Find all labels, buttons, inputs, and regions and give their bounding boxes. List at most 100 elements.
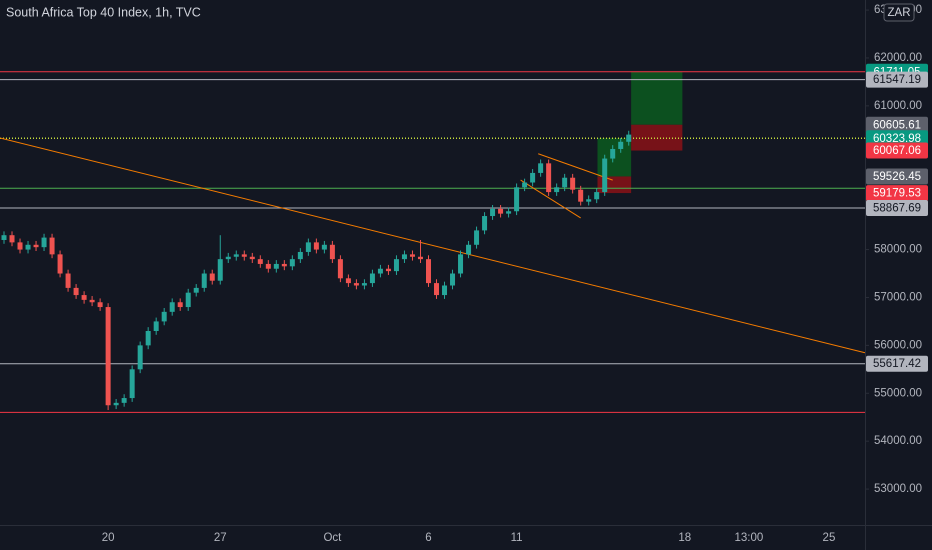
candle-body xyxy=(241,254,247,257)
candle-body xyxy=(297,251,303,260)
candle-body xyxy=(209,273,215,281)
candle-body xyxy=(129,369,135,399)
candle-body xyxy=(313,242,319,250)
price-badge-label: 60323.98 xyxy=(873,133,921,145)
candle-body xyxy=(450,273,456,286)
chart-title: South Africa Top 40 Index, 1h, TVC xyxy=(6,5,201,19)
candle-body xyxy=(249,256,255,260)
candle-body xyxy=(9,235,15,243)
x-tick-label: Oct xyxy=(323,532,342,544)
candle-body xyxy=(33,244,39,248)
candle-body xyxy=(225,256,231,260)
candle-body xyxy=(377,268,383,274)
candle-body xyxy=(273,263,279,269)
candle-body xyxy=(265,263,271,269)
price-badge-label: 60605.61 xyxy=(873,119,921,131)
candle-body xyxy=(89,299,95,303)
price-badge xyxy=(866,130,928,147)
candle-body xyxy=(193,287,199,293)
candle-body xyxy=(169,302,175,312)
candle-body xyxy=(538,163,544,173)
candle-body xyxy=(329,244,335,260)
candle-body xyxy=(217,259,223,281)
price-badge-label: 61547.19 xyxy=(873,74,921,86)
candle-body xyxy=(369,273,375,284)
candle-body xyxy=(618,141,624,149)
candle-body xyxy=(417,256,423,260)
candle-body xyxy=(626,134,632,142)
price-badge-label: 59526.45 xyxy=(873,171,921,183)
candle-body xyxy=(25,244,31,250)
candle-body xyxy=(602,158,608,193)
candle-body xyxy=(49,237,55,255)
candle-body xyxy=(281,263,287,267)
candle-body xyxy=(97,302,103,308)
price-badge-label: 59179.53 xyxy=(873,188,921,200)
price-badge-label: 60067.06 xyxy=(873,145,921,157)
candle-body xyxy=(506,211,512,214)
candle-body xyxy=(361,283,367,286)
price-badge xyxy=(866,116,928,133)
candle-body xyxy=(522,182,528,188)
candle-body xyxy=(482,216,488,231)
y-tick-label: 55000.00 xyxy=(874,387,922,399)
candle-body xyxy=(41,237,47,248)
target-zone xyxy=(631,71,683,125)
price-badge xyxy=(866,355,928,372)
x-tick-label: 11 xyxy=(511,532,523,544)
candle-body xyxy=(610,148,616,159)
candle-body xyxy=(1,235,7,240)
x-tick-label: 20 xyxy=(102,532,115,544)
candle-body xyxy=(345,278,351,284)
candle-body xyxy=(177,302,183,308)
candle-body xyxy=(393,259,399,272)
x-tick-label: 18 xyxy=(678,532,691,544)
candle-body xyxy=(321,244,327,250)
candle-body xyxy=(17,242,23,250)
candle-body xyxy=(337,259,343,279)
currency-label: ZAR xyxy=(888,7,911,19)
candle-body xyxy=(409,254,415,257)
stop-zone xyxy=(631,124,683,151)
candle-body xyxy=(289,259,295,267)
trendline xyxy=(520,179,581,219)
candle-body xyxy=(570,177,576,190)
candle-body xyxy=(458,254,464,274)
candle-body xyxy=(105,307,111,406)
candle-body xyxy=(201,273,207,288)
price-badge xyxy=(866,168,928,185)
price-badge xyxy=(866,142,928,159)
candle-body xyxy=(57,254,63,274)
candle-body xyxy=(185,292,191,308)
y-tick-label: 57000.00 xyxy=(874,291,922,303)
y-tick-label: 61000.00 xyxy=(874,100,922,112)
candle-body xyxy=(153,321,159,331)
candle-body xyxy=(490,208,496,217)
x-tick-label: 25 xyxy=(823,532,836,544)
candle-body xyxy=(474,230,480,245)
candle-body xyxy=(81,295,87,300)
x-tick-label: 13:00 xyxy=(734,532,763,544)
candle-body xyxy=(385,268,391,272)
candle-body xyxy=(498,208,504,214)
y-tick-label: 53000.00 xyxy=(874,483,922,495)
candle-body xyxy=(65,273,71,288)
candle-body xyxy=(145,330,151,346)
candle-body xyxy=(161,311,167,322)
candle-body xyxy=(137,345,143,370)
candle-body xyxy=(425,259,431,284)
y-tick-label: 62000.00 xyxy=(874,52,922,64)
candle-body xyxy=(73,287,79,296)
plot-area xyxy=(0,71,866,413)
y-tick-label: 56000.00 xyxy=(874,339,922,351)
y-tick-label: 54000.00 xyxy=(874,435,922,447)
candle-body xyxy=(434,283,440,296)
candle-body xyxy=(305,242,311,252)
candle-body xyxy=(578,189,584,202)
candle-body xyxy=(594,192,600,200)
candle-body xyxy=(546,163,552,193)
candle-body xyxy=(233,254,239,257)
price-badge xyxy=(866,185,928,202)
y-tick-label: 58000.00 xyxy=(874,244,922,256)
